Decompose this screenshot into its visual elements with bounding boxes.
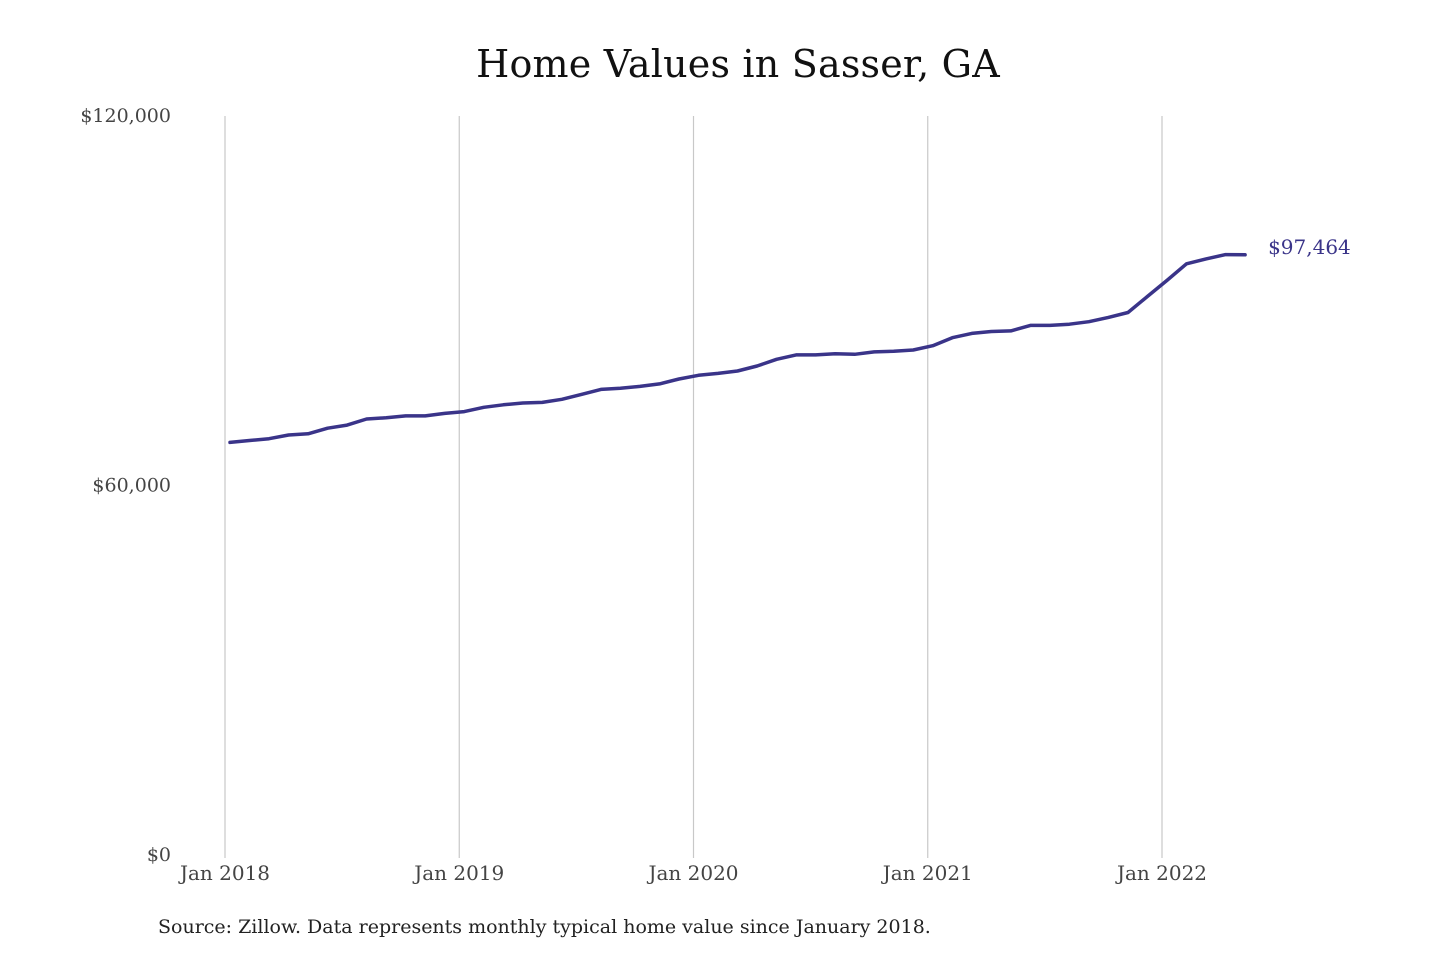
y-tick-label: $60,000: [92, 475, 171, 497]
x-tick-label: Jan 2021: [881, 861, 973, 885]
x-axis-ticks: Jan 2018 Jan 2019 Jan 2020 Jan 2021 Jan 2022: [178, 861, 1207, 885]
x-tick-label: Jan 2022: [1115, 861, 1207, 885]
series-layer: [228, 252, 1247, 445]
x-tick-label: Jan 2020: [646, 861, 738, 885]
end-value-label: $97,464: [1268, 235, 1351, 259]
x-tick-label: Jan 2018: [178, 861, 270, 885]
source-note: Source: Zillow. Data represents monthly …: [158, 916, 931, 938]
x-tick-label: Jan 2019: [412, 861, 504, 885]
grid-lines: [224, 116, 1163, 858]
y-axis-ticks: $120,000 $60,000 $0: [80, 105, 171, 866]
y-tick-label: $120,000: [80, 105, 171, 127]
chart-title: Home Values in Sasser, GA: [476, 42, 1000, 86]
series-line-0: [228, 252, 1247, 445]
y-tick-label: $0: [147, 844, 171, 866]
